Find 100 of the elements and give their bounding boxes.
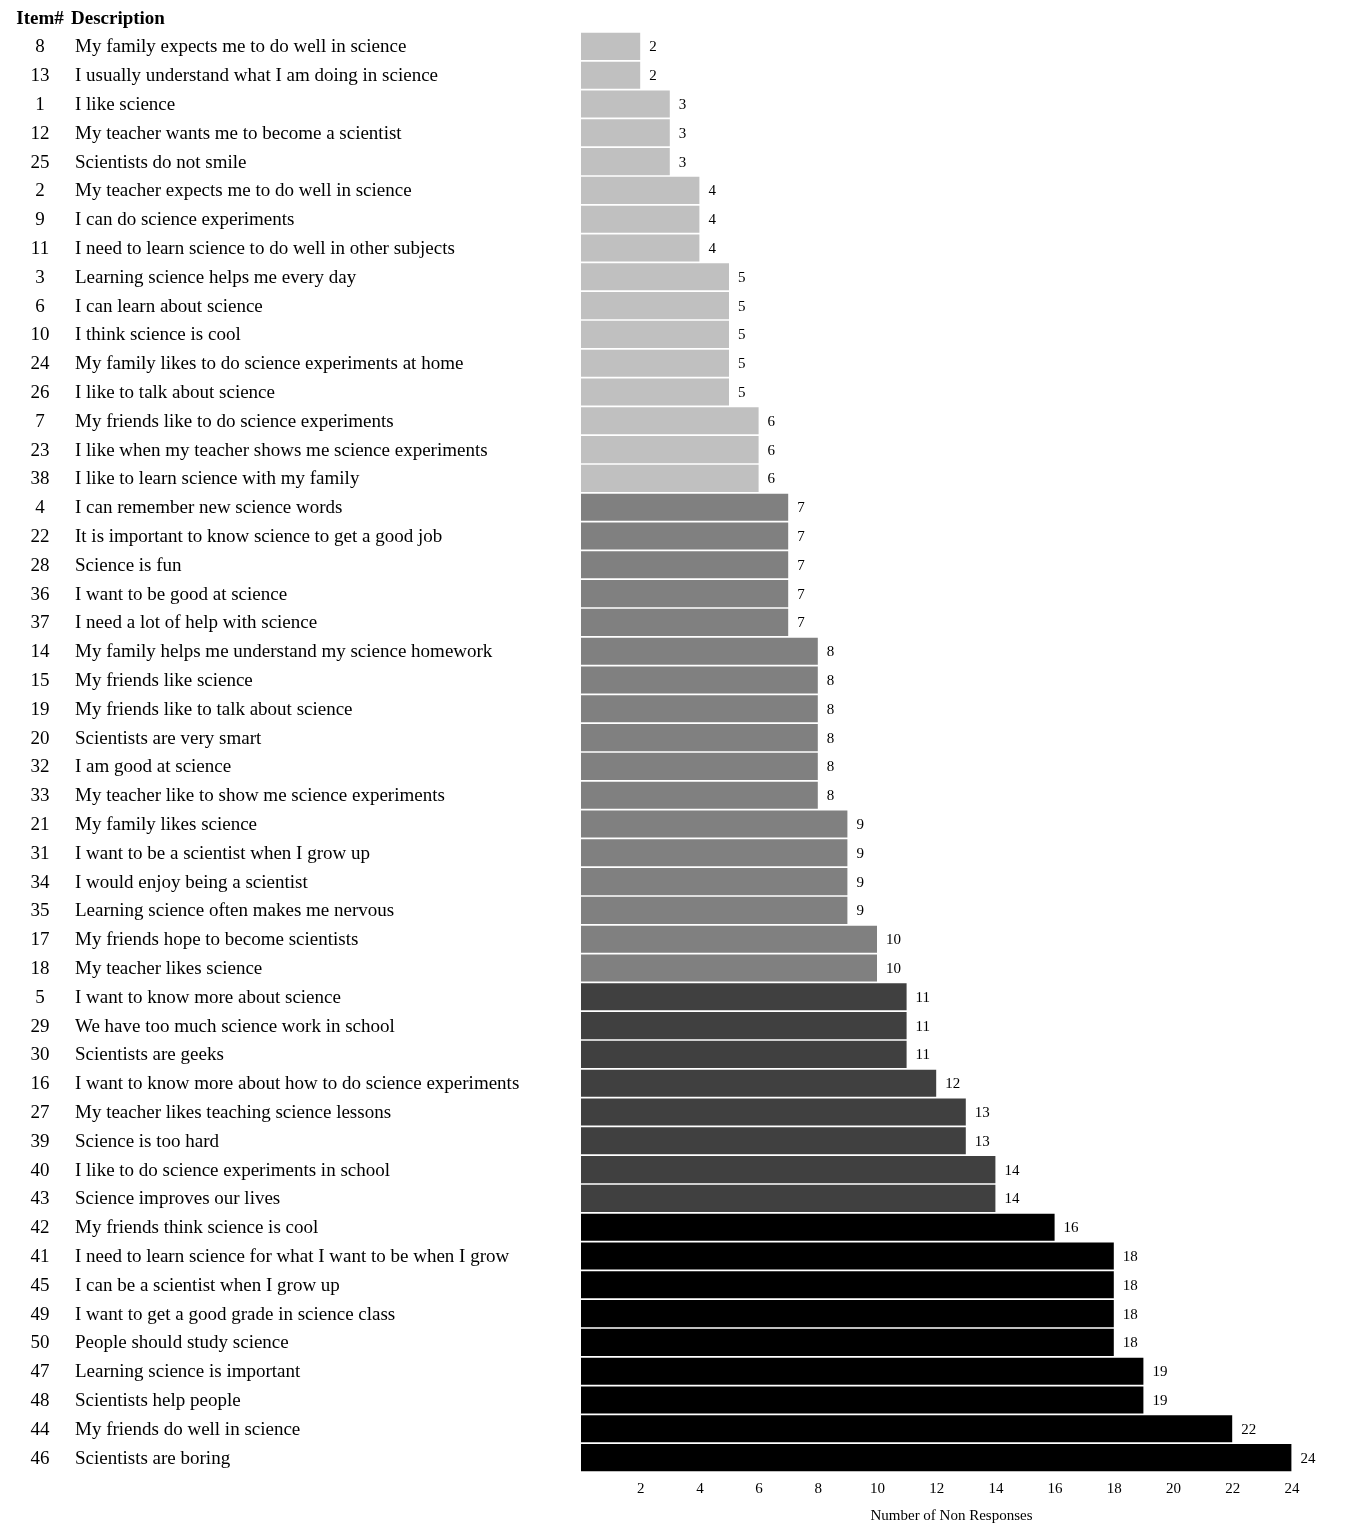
- y-tick-label: Science improves our lives: [75, 1187, 281, 1209]
- text: 43: [30, 1187, 50, 1209]
- y-tick-label: People should study science: [75, 1331, 289, 1353]
- x-tick-label: 20: [1166, 1479, 1181, 1496]
- text: 47: [30, 1360, 50, 1382]
- bar: [581, 724, 818, 752]
- bar: [581, 868, 848, 896]
- x-tick-label: 16: [1047, 1479, 1064, 1496]
- text: 24: [30, 352, 50, 374]
- text: 16: [30, 1072, 50, 1094]
- text: 36: [30, 582, 50, 604]
- y-tick-label: Learning science helps me every day: [75, 265, 357, 287]
- y-tick-label: I can do science experiments: [75, 208, 295, 230]
- y-tick-label: I want to be good at science: [75, 582, 288, 604]
- text: 4: [35, 496, 46, 518]
- y-tick-label: It is important to know science to get a good job: [75, 525, 443, 546]
- bar: [581, 1184, 996, 1212]
- data-label: 7: [797, 499, 806, 516]
- y-tick-label: Learning science is important: [75, 1360, 301, 1382]
- data-label: 5: [738, 297, 746, 314]
- y-tick-label: I like to talk about science: [75, 381, 275, 402]
- data-label: 4: [708, 182, 717, 199]
- data-label: 24: [1300, 1449, 1316, 1466]
- y-tick-label: We have too much science work in school: [75, 1014, 395, 1036]
- text: Description: [71, 7, 166, 28]
- bar: [581, 896, 848, 924]
- data-label: 6: [767, 441, 776, 458]
- x-tick-label: 6: [755, 1479, 764, 1496]
- text: 39: [30, 1129, 50, 1151]
- text: 34: [30, 870, 50, 892]
- text: 28: [30, 553, 50, 575]
- bar: [581, 1328, 1114, 1356]
- text: 23: [30, 438, 50, 460]
- text: Item#: [16, 7, 65, 28]
- x-axis-title: Number of Non Responses: [870, 1506, 1033, 1523]
- y-tick-label: My family helps me understand my science homework: [75, 640, 493, 662]
- bar: [581, 1012, 907, 1040]
- y-tick-label: I need to learn science to do well in other subjects: [75, 237, 455, 258]
- y-tick-label: My teacher expects me to do well in science: [75, 179, 412, 201]
- text: 41: [30, 1245, 50, 1266]
- y-tick-label: Scientists are very smart: [75, 726, 262, 748]
- data-label: 18: [1122, 1334, 1138, 1351]
- data-label: 7: [797, 585, 806, 602]
- text: 6: [35, 294, 45, 316]
- data-label: 9: [856, 816, 864, 832]
- y-tick-label: My friends like science: [75, 669, 253, 690]
- y-tick-label: I can remember new science words: [75, 496, 343, 518]
- y-tick-label: My teacher like to show me science experiments: [75, 784, 445, 806]
- y-tick-label: My friends do well in science: [75, 1417, 301, 1439]
- y-tick-label: I can learn about science: [75, 294, 263, 316]
- y-tick-label: My family likes to do science experiments at home: [75, 352, 464, 374]
- data-label: 8: [826, 758, 835, 775]
- text: 1: [35, 93, 45, 114]
- data-label: 18: [1122, 1276, 1138, 1293]
- text: 5: [35, 985, 45, 1007]
- text: 3: [35, 265, 45, 287]
- text: 25: [30, 150, 50, 172]
- data-label: 5: [738, 326, 746, 343]
- data-label: 3: [678, 124, 687, 141]
- text: 19: [30, 697, 50, 719]
- y-tick-label: I want to get a good grade in science class: [75, 1302, 396, 1324]
- text: 40: [30, 1158, 50, 1180]
- text: 12: [30, 121, 50, 143]
- bar: [581, 1156, 996, 1184]
- text: 2: [35, 179, 45, 201]
- text: 38: [30, 467, 50, 489]
- text: 33: [30, 784, 50, 806]
- data-label: 19: [1152, 1392, 1168, 1408]
- y-tick-label: I usually understand what I am doing in science: [75, 64, 439, 86]
- y-tick-label: My friends like to talk about science: [75, 697, 353, 719]
- y-tick-label: My friends hope to become scientists: [75, 928, 359, 950]
- data-label: 14: [1004, 1190, 1020, 1207]
- y-tick-label: I think science is cool: [75, 323, 241, 345]
- y-tick-label: I need to learn science for what I want to be when I grow: [75, 1245, 510, 1266]
- y-tick-label: I like to do science experiments in school: [75, 1158, 390, 1180]
- y-tick-label: I need a lot of help with science: [75, 611, 318, 633]
- y-tick-label: I want to know more about science: [75, 985, 341, 1007]
- text: 32: [30, 755, 50, 777]
- data-label: 2: [649, 67, 657, 84]
- data-label: 12: [945, 1075, 961, 1092]
- bar: [581, 436, 759, 464]
- bar: [581, 292, 729, 320]
- data-label: 3: [678, 153, 687, 170]
- bar: [581, 580, 789, 608]
- data-label: 6: [767, 470, 776, 487]
- x-tick-label: 10: [870, 1479, 885, 1496]
- bar: [581, 983, 907, 1011]
- text: 26: [30, 381, 50, 402]
- data-label: 16: [1063, 1219, 1080, 1236]
- y-tick-label: I am good at science: [75, 755, 232, 777]
- text: 44: [30, 1417, 50, 1439]
- data-label: 6: [767, 412, 776, 429]
- text: 7: [35, 409, 45, 431]
- data-label: 7: [797, 528, 806, 544]
- data-label: 5: [738, 355, 746, 372]
- data-label: 9: [856, 873, 864, 890]
- text: 30: [30, 1043, 50, 1065]
- data-label: 22: [1241, 1420, 1257, 1437]
- bar: [581, 176, 700, 204]
- data-label: 9: [856, 844, 864, 861]
